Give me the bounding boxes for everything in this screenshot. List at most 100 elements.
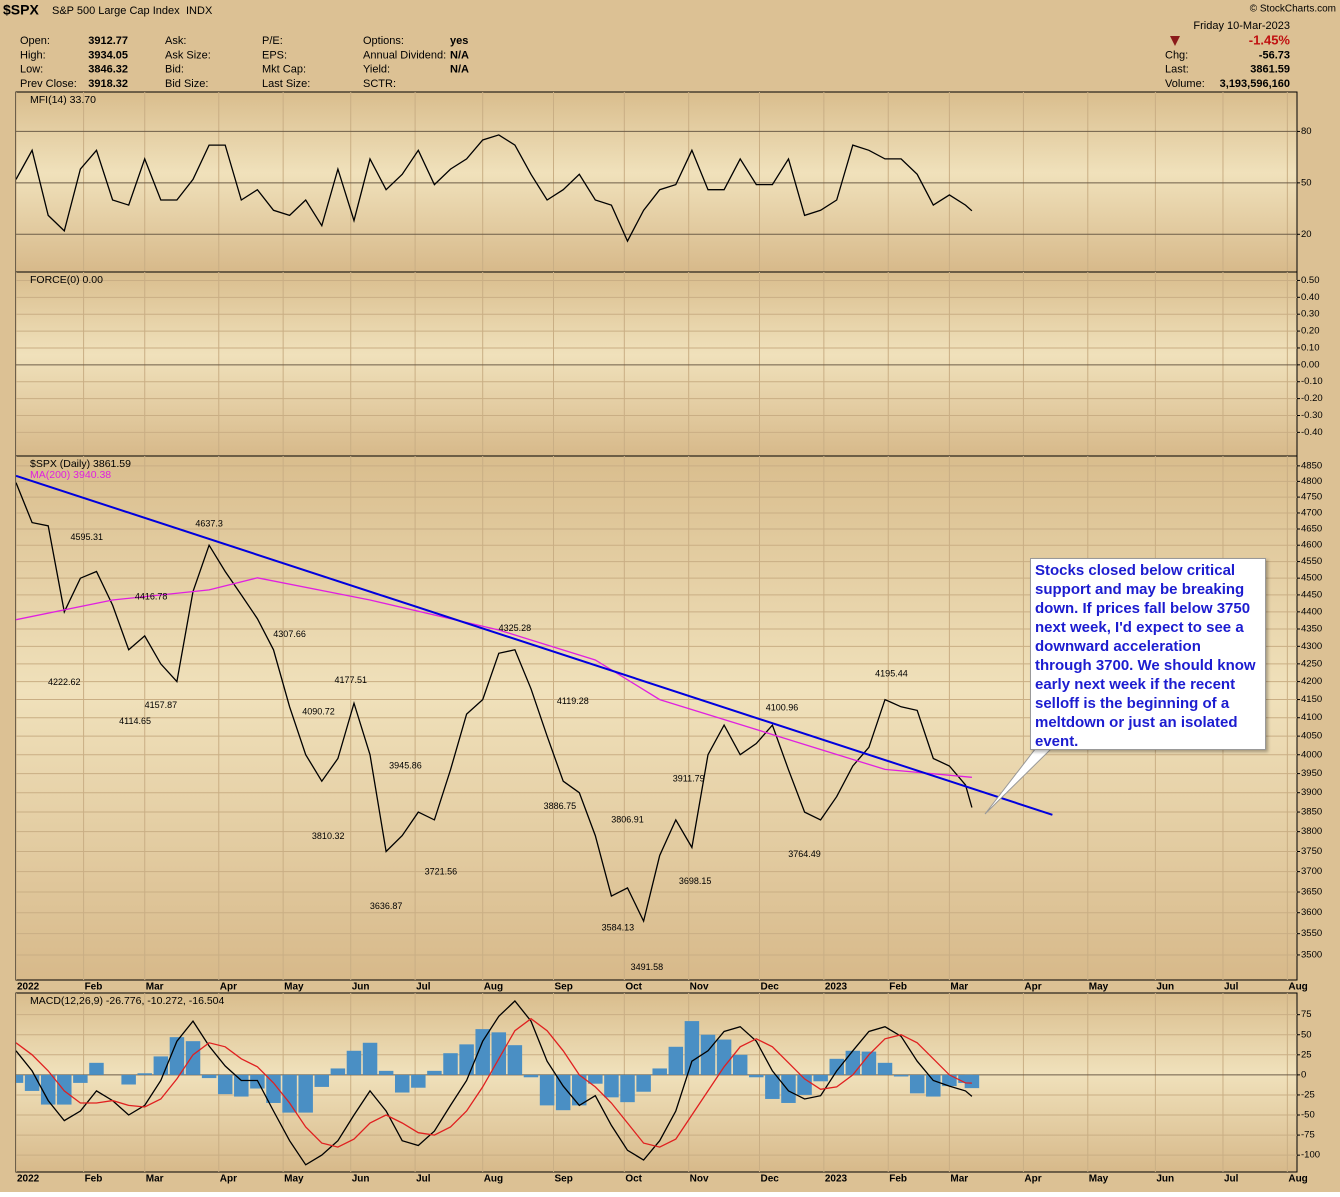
x-tick-label: Aug (1288, 1174, 1307, 1185)
histogram-bar (394, 1074, 410, 1093)
panel-label: MACD(12,26,9) -26.776, -10.272, -16.504 (30, 995, 225, 1007)
price-annotation: 3886.75 (544, 801, 577, 811)
y-tick-label: -50 (1301, 1110, 1315, 1121)
field-label: Chg: (1165, 49, 1188, 61)
y-tick-label: 3750 (1301, 846, 1322, 857)
y-tick-label: 3800 (1301, 826, 1322, 837)
x-tick-label: Aug (1288, 982, 1307, 993)
histogram-bar (282, 1074, 297, 1113)
histogram-bar (588, 1074, 603, 1084)
histogram-bar (749, 1074, 764, 1078)
histogram-bar (909, 1074, 925, 1094)
y-tick-label: 3950 (1301, 768, 1322, 779)
histogram-bar (24, 1074, 40, 1091)
x-tick-label: Mar (950, 1174, 968, 1185)
field-label: Bid Size: (165, 78, 208, 90)
histogram-bar (169, 1037, 185, 1075)
x-tick-label: Jul (416, 982, 431, 993)
price-annotation: 4325.28 (499, 623, 532, 633)
x-tick-label: Apr (220, 982, 237, 993)
index-name: S&P 500 Large Cap Index (52, 5, 180, 17)
series-line (16, 1017, 972, 1148)
series-line (16, 482, 973, 924)
field-value: yes (450, 35, 468, 47)
histogram-bar (378, 1070, 394, 1075)
y-tick-label: 0.50 (1301, 275, 1320, 286)
x-tick-label: Jun (352, 1174, 370, 1185)
plot-area (16, 993, 1297, 1172)
price-annotation: 4119.28 (557, 696, 589, 706)
chart-layer: $SPX S&P 500 Large Cap Index INDX © StockCh… (3, 2, 1336, 1185)
down-arrow (1170, 36, 1180, 46)
price-annotation: 3806.91 (611, 814, 644, 824)
x-tick-label: Oct (625, 1174, 642, 1185)
field-label: Last Size: (262, 78, 310, 90)
histogram-bar (716, 1039, 732, 1075)
histogram-bar (89, 1062, 104, 1075)
x-tick-label: 2022 (17, 982, 40, 993)
field-value: N/A (450, 64, 469, 76)
price-annotation: 4100.96 (766, 703, 799, 713)
histogram-bar (813, 1074, 828, 1082)
y-tick-label: 3650 (1301, 887, 1322, 898)
y-tick-label: 4550 (1301, 556, 1322, 567)
histogram-bar (684, 1021, 700, 1075)
x-tick-label: Jun (1156, 1174, 1174, 1185)
field-label: Mkt Cap: (262, 64, 306, 76)
y-tick-label: 4200 (1301, 676, 1322, 687)
field-value: 3912.77 (88, 35, 128, 47)
price-annotation: 4177.51 (334, 675, 367, 685)
y-tick-label: 4650 (1301, 524, 1322, 535)
y-tick-label: 0.30 (1301, 309, 1320, 320)
histogram-bar (153, 1056, 169, 1075)
price-annotation: 4157.87 (145, 700, 178, 710)
y-tick-label: 25 (1301, 1049, 1312, 1060)
x-tick-label: Apr (1024, 982, 1041, 993)
y-tick-label: 3850 (1301, 807, 1322, 818)
field-label: High: (20, 49, 46, 61)
histogram-bar (829, 1058, 844, 1075)
y-tick-label: 4750 (1301, 492, 1322, 503)
field-label: Yield: (363, 64, 390, 76)
histogram-bar (362, 1042, 378, 1075)
series-line (16, 1000, 973, 1166)
x-tick-label: May (284, 1174, 304, 1185)
histogram-bar (668, 1046, 684, 1075)
price-annotation: 4307.66 (273, 629, 306, 639)
x-tick-label: Aug (484, 1174, 503, 1185)
y-tick-label: 75 (1301, 1009, 1312, 1020)
x-tick-label: Jun (352, 982, 370, 993)
price-annotation: 4595.31 (71, 532, 104, 542)
x-tick-label: Feb (889, 982, 907, 993)
y-tick-label: -0.30 (1301, 410, 1323, 421)
y-tick-label: -25 (1301, 1089, 1315, 1100)
price-annotation: 3636.87 (370, 901, 403, 911)
x-tick-label: 2023 (825, 1174, 848, 1185)
histogram-bar (700, 1034, 716, 1075)
x-tick-label: Sep (555, 1174, 573, 1185)
y-tick-label: -75 (1301, 1130, 1315, 1141)
y-tick-label: 4450 (1301, 589, 1322, 600)
histogram-bar (797, 1074, 812, 1095)
histogram-bar (16, 1074, 24, 1083)
price-annotation: 4416.78 (135, 592, 168, 602)
y-tick-label: -0.20 (1301, 393, 1323, 404)
histogram-bar (507, 1045, 523, 1075)
plot-area (16, 272, 1297, 456)
panel-background (15, 91, 1298, 273)
field-label: Ask Size: (165, 49, 211, 61)
histogram-bar (298, 1074, 313, 1113)
panel-background (15, 271, 1298, 457)
x-tick-label: Mar (950, 982, 968, 993)
x-tick-label: Sep (555, 982, 573, 993)
histogram-bar (620, 1074, 635, 1103)
histogram-bar (877, 1062, 893, 1075)
x-tick-label: Apr (220, 1174, 237, 1185)
x-tick-label: Mar (146, 1174, 164, 1185)
y-tick-label: 20 (1301, 229, 1312, 240)
price-annotation: 3698.15 (679, 876, 712, 886)
series-line (16, 577, 972, 778)
x-tick-label: Jun (1156, 982, 1174, 993)
x-tick-label: May (1089, 1174, 1109, 1185)
